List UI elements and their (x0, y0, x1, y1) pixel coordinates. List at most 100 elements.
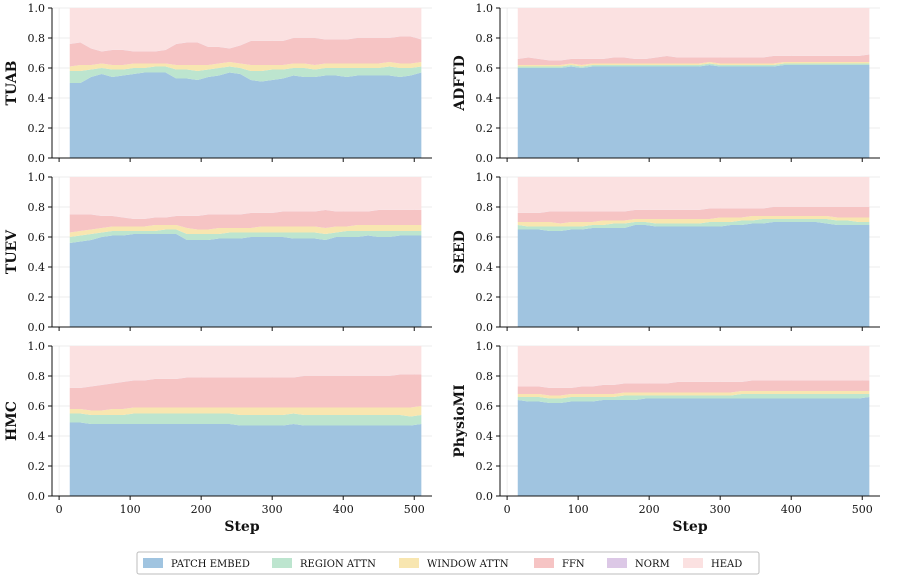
y-tick-label: 0.2 (476, 460, 494, 473)
legend-swatch-ffn (534, 558, 554, 568)
area-head (517, 177, 870, 213)
panel-hmc: 0.0 0.2 0.4 0.6 0.8 1.0 0 100 200 300 400 500 HMC Ste… (4, 340, 432, 535)
legend-frame (136, 551, 760, 575)
y-tick-label: 0.6 (476, 231, 494, 244)
area-patch-embed (69, 422, 422, 496)
y-tick-label: 0.0 (28, 490, 46, 503)
y-tick-label: 0.8 (28, 370, 46, 383)
x-axis-label: Step (672, 519, 707, 535)
legend-swatch-region-attn (272, 558, 292, 568)
y-tick-label: 0.2 (476, 291, 494, 304)
legend-label-patch-embed: PATCH EMBED (171, 559, 250, 570)
x-axis-label: Step (224, 519, 259, 535)
area-patch-embed (69, 72, 422, 158)
area-head (69, 177, 422, 219)
y-tick-label: 0.2 (28, 291, 46, 304)
y-tick-label: 0.4 (28, 261, 46, 274)
y-tick-label: 0.0 (476, 321, 494, 334)
x-tick-label: 0 (504, 503, 511, 516)
y-tick-label: 0.8 (476, 370, 494, 383)
area-window-attn (69, 225, 422, 237)
area-head (69, 8, 422, 52)
panel-adftd: 0.0 0.2 0.4 0.6 0.8 1.0 ADFTD (452, 2, 880, 165)
y-tick-label: 0.6 (28, 62, 46, 75)
legend-swatch-head (683, 558, 703, 568)
x-tick-label: 300 (710, 503, 731, 516)
panel-label: ADFTD (452, 55, 468, 112)
y-tick-label: 1.0 (28, 171, 46, 184)
x-tick-label: 0 (56, 503, 63, 516)
x-tick-label: 300 (262, 503, 283, 516)
y-tick-label: 0.6 (28, 400, 46, 413)
y-tick-label: 0.8 (28, 201, 46, 214)
y-tick-label: 0.4 (476, 261, 494, 274)
area-window-attn (517, 391, 870, 399)
y-tick-label: 0.4 (476, 430, 494, 443)
area-region-attn (69, 229, 422, 243)
y-tick-label: 0.8 (476, 32, 494, 45)
panel-label: SEED (452, 230, 468, 274)
y-tick-label: 0.4 (28, 430, 46, 443)
y-tick-label: 0.0 (28, 152, 46, 165)
panel-label: PhysioMI (452, 384, 468, 457)
y-tick-label: 1.0 (476, 2, 494, 15)
x-tick-label: 100 (568, 503, 589, 516)
area-region-attn (69, 66, 422, 83)
panel-label: TUAB (4, 60, 20, 105)
legend-label-norm: NORM (635, 559, 670, 570)
area-ffn (517, 54, 870, 65)
panel-seed: 0.0 0.2 0.4 0.6 0.8 1.0 SEED (452, 171, 880, 334)
y-tick-label: 0.6 (476, 62, 494, 75)
area-ffn (69, 36, 422, 67)
y-tick-label: 0.0 (476, 490, 494, 503)
legend-label-ffn: FFN (562, 559, 585, 570)
area-patch-embed (517, 397, 870, 496)
area-patch-embed (69, 234, 422, 327)
y-tick-label: 0.4 (28, 92, 46, 105)
area-window-attn (69, 62, 422, 71)
y-tick-label: 0.4 (476, 92, 494, 105)
y-tick-label: 0.6 (476, 400, 494, 413)
legend-swatch-window-attn (399, 558, 419, 568)
area-norm (517, 206, 870, 213)
legend-swatch-norm (607, 558, 627, 568)
area-region-attn (69, 413, 422, 426)
panel-tuev: 0.0 0.2 0.4 0.6 0.8 1.0 TUEV (4, 171, 432, 334)
y-tick-label: 0.0 (28, 321, 46, 334)
area-ffn (69, 374, 422, 411)
area-ffn (69, 210, 422, 233)
legend-label-window-attn: WINDOW ATTN (427, 559, 509, 570)
x-tick-label: 200 (639, 503, 660, 516)
area-window-attn (517, 62, 870, 67)
area-patch-embed (517, 65, 870, 158)
y-tick-label: 0.8 (476, 201, 494, 214)
area-window-attn (517, 216, 870, 227)
legend: PATCH EMBED REGION ATTN WINDOW ATTN FFN NORM… (136, 551, 760, 575)
y-tick-label: 0.6 (28, 231, 46, 244)
legend-swatch-patch-embed (143, 558, 163, 568)
panel-physiomi: 0.0 0.2 0.4 0.6 0.8 1.0 0 100 200 300 400 500 Physio… (452, 340, 880, 535)
area-head (517, 346, 870, 388)
area-window-attn (69, 406, 422, 417)
area-region-attn (517, 219, 870, 231)
area-patch-embed (517, 222, 870, 327)
area-head (69, 346, 422, 388)
area-ffn (517, 207, 870, 224)
y-tick-label: 1.0 (28, 340, 46, 353)
y-tick-label: 1.0 (28, 2, 46, 15)
area-ffn (517, 380, 870, 396)
y-tick-label: 0.2 (28, 460, 46, 473)
area-norm (517, 380, 870, 388)
area-head (517, 8, 870, 61)
area-norm (517, 54, 870, 61)
panel-label: HMC (4, 401, 20, 441)
x-tick-label: 500 (852, 503, 873, 516)
x-tick-label: 200 (191, 503, 212, 516)
area-norm (69, 36, 422, 52)
y-tick-label: 0.8 (28, 32, 46, 45)
y-tick-label: 1.0 (476, 340, 494, 353)
x-tick-label: 500 (404, 503, 425, 516)
area-region-attn (517, 63, 870, 68)
x-tick-label: 400 (781, 503, 802, 516)
